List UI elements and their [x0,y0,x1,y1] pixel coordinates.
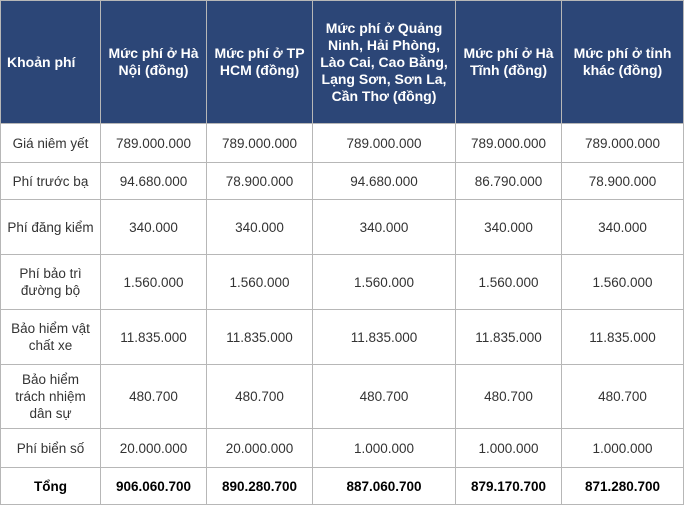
table-cell: 1.560.000 [206,254,313,310]
table-cell: 11.835.000 [312,309,456,365]
table-row: Bảo hiểm trách nhiệm dân sự 480.700 480.… [0,364,684,429]
table-cell: 480.700 [312,364,456,429]
row-label: Phí đăng kiểm [0,199,101,255]
table-cell: 1.000.000 [455,428,562,468]
table-cell: 20.000.000 [100,428,207,468]
row-label: Bảo hiểm trách nhiệm dân sự [0,364,101,429]
table-cell: 1.000.000 [561,428,684,468]
table-cell: 1.560.000 [561,254,684,310]
table-cell: 480.700 [561,364,684,429]
table-cell: 340.000 [561,199,684,255]
header-row: Khoản phí Mức phí ở Hà Nội (đồng) Mức ph… [0,0,684,124]
row-label: Bảo hiểm vật chất xe [0,309,101,365]
table-cell: 78.900.000 [561,162,684,200]
table-cell: 1.560.000 [455,254,562,310]
table-cell: 20.000.000 [206,428,313,468]
row-label: Tổng [0,467,101,505]
table-cell: 789.000.000 [455,123,562,163]
table-cell: 879.170.700 [455,467,562,505]
header-cell: Mức phí ở Quảng Ninh, Hải Phòng, Lào Cai… [312,0,456,124]
table-cell: 871.280.700 [561,467,684,505]
table-cell: 789.000.000 [561,123,684,163]
row-label: Phí bảo trì đường bộ [0,254,101,310]
table-cell: 789.000.000 [312,123,456,163]
table-cell: 11.835.000 [561,309,684,365]
table-cell: 340.000 [455,199,562,255]
table-row: Phí đăng kiểm 340.000 340.000 340.000 34… [0,199,684,255]
header-cell: Mức phí ở tỉnh khác (đồng) [561,0,684,124]
table-row: Phí biển số 20.000.000 20.000.000 1.000.… [0,428,684,468]
table-cell: 1.560.000 [312,254,456,310]
table-row: Phí bảo trì đường bộ 1.560.000 1.560.000… [0,254,684,310]
table-cell: 86.790.000 [455,162,562,200]
row-label: Giá niêm yết [0,123,101,163]
table-cell: 78.900.000 [206,162,313,200]
table-cell: 11.835.000 [206,309,313,365]
total-row: Tổng 906.060.700 890.280.700 887.060.700… [0,467,684,505]
table-cell: 1.000.000 [312,428,456,468]
header-cell: Khoản phí [0,0,101,124]
table-row: Bảo hiểm vật chất xe 11.835.000 11.835.0… [0,309,684,365]
table-cell: 11.835.000 [455,309,562,365]
table-cell: 789.000.000 [100,123,207,163]
table-cell: 340.000 [312,199,456,255]
table-cell: 11.835.000 [100,309,207,365]
table-cell: 480.700 [100,364,207,429]
row-label: Phí trước bạ [0,162,101,200]
table-row: Giá niêm yết 789.000.000 789.000.000 789… [0,123,684,163]
row-label: Phí biển số [0,428,101,468]
table-cell: 1.560.000 [100,254,207,310]
table-cell: 340.000 [100,199,207,255]
table-cell: 94.680.000 [312,162,456,200]
table-cell: 94.680.000 [100,162,207,200]
header-cell: Mức phí ở Hà Nội (đồng) [100,0,207,124]
table-cell: 480.700 [206,364,313,429]
header-cell: Mức phí ở TP HCM (đồng) [206,0,313,124]
table-cell: 340.000 [206,199,313,255]
table-row: Phí trước bạ 94.680.000 78.900.000 94.68… [0,162,684,200]
table-cell: 480.700 [455,364,562,429]
header-cell: Mức phí ở Hà Tĩnh (đồng) [455,0,562,124]
table-cell: 906.060.700 [100,467,207,505]
table-cell: 887.060.700 [312,467,456,505]
table-cell: 789.000.000 [206,123,313,163]
table-cell: 890.280.700 [206,467,313,505]
